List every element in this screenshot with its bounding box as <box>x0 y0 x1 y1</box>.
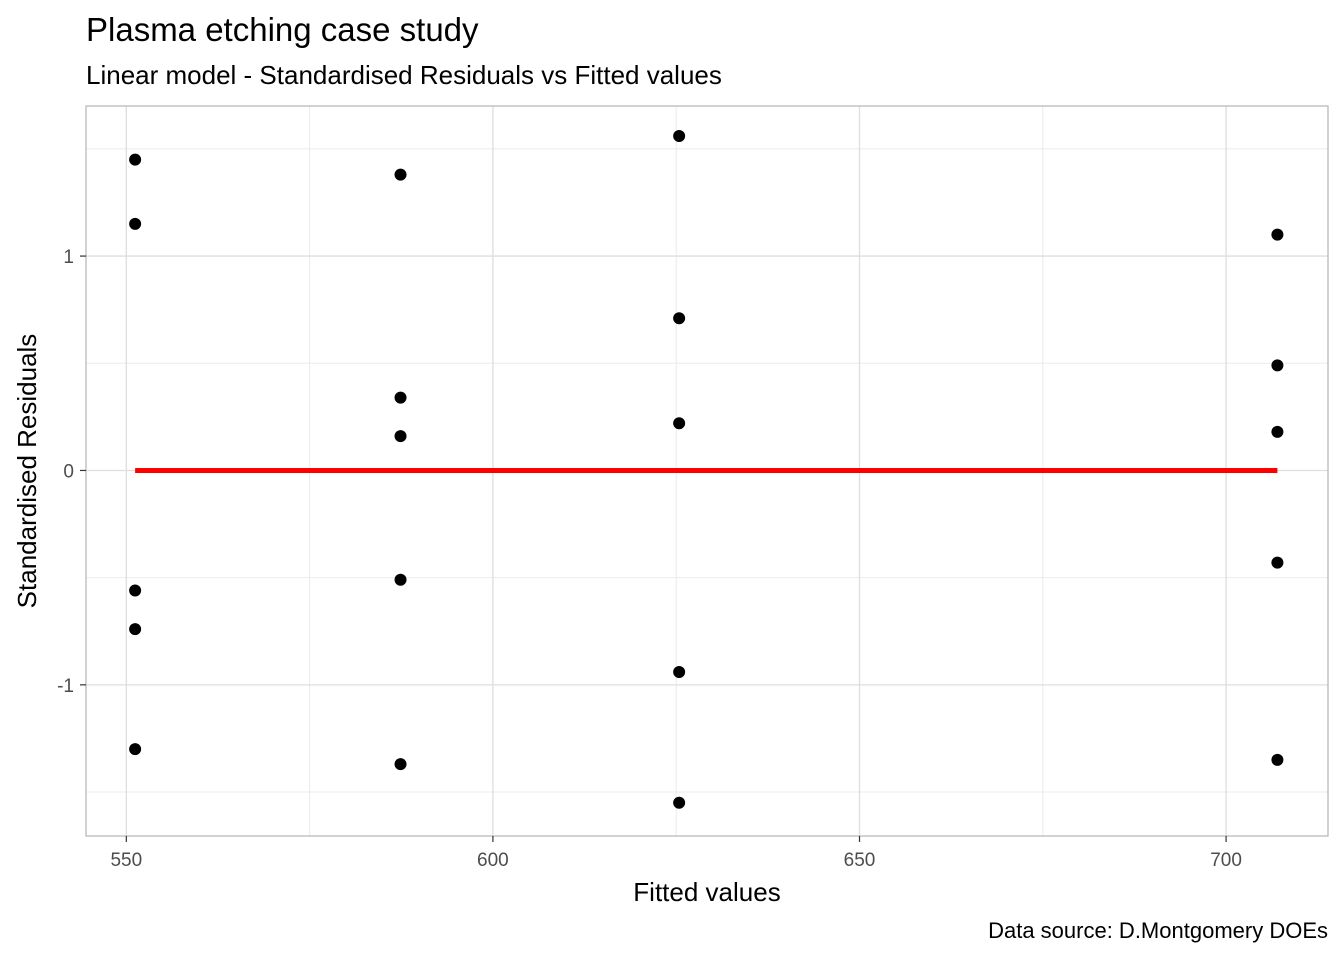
chart-subtitle: Linear model - Standardised Residuals vs… <box>86 60 722 90</box>
y-tick-label: 0 <box>63 461 74 482</box>
data-point <box>129 743 142 756</box>
x-axis-ticks: 550 600 650 700 <box>110 836 1242 871</box>
data-point <box>394 573 407 586</box>
data-point <box>1271 753 1284 766</box>
data-point <box>673 417 686 430</box>
x-tick-label: 650 <box>844 850 876 871</box>
data-point <box>394 758 407 771</box>
x-tick-label: 700 <box>1210 850 1242 871</box>
data-point <box>129 153 142 166</box>
data-points <box>129 130 1284 809</box>
data-point <box>673 796 686 809</box>
data-point <box>673 312 686 325</box>
chart-title: Plasma etching case study <box>86 11 479 48</box>
data-point <box>1271 228 1284 241</box>
chart-caption: Data source: D.Montgomery DOEs <box>988 918 1328 943</box>
data-point <box>394 391 407 404</box>
data-point <box>394 168 407 181</box>
data-point <box>129 584 142 597</box>
data-point <box>1271 425 1284 438</box>
data-point <box>1271 359 1284 372</box>
data-point <box>129 217 142 230</box>
x-tick-label: 600 <box>477 850 509 871</box>
data-point <box>394 430 407 443</box>
y-tick-label: 1 <box>63 247 74 268</box>
x-axis-title: Fitted values <box>633 877 780 907</box>
y-tick-label: -1 <box>57 676 74 697</box>
y-axis-ticks: -1 0 1 <box>57 247 86 697</box>
y-axis-title: Standardised Residuals <box>12 334 42 609</box>
data-point <box>1271 556 1284 569</box>
x-tick-label: 550 <box>110 850 142 871</box>
data-point <box>129 623 142 636</box>
data-point <box>673 130 686 143</box>
data-point <box>673 665 686 678</box>
